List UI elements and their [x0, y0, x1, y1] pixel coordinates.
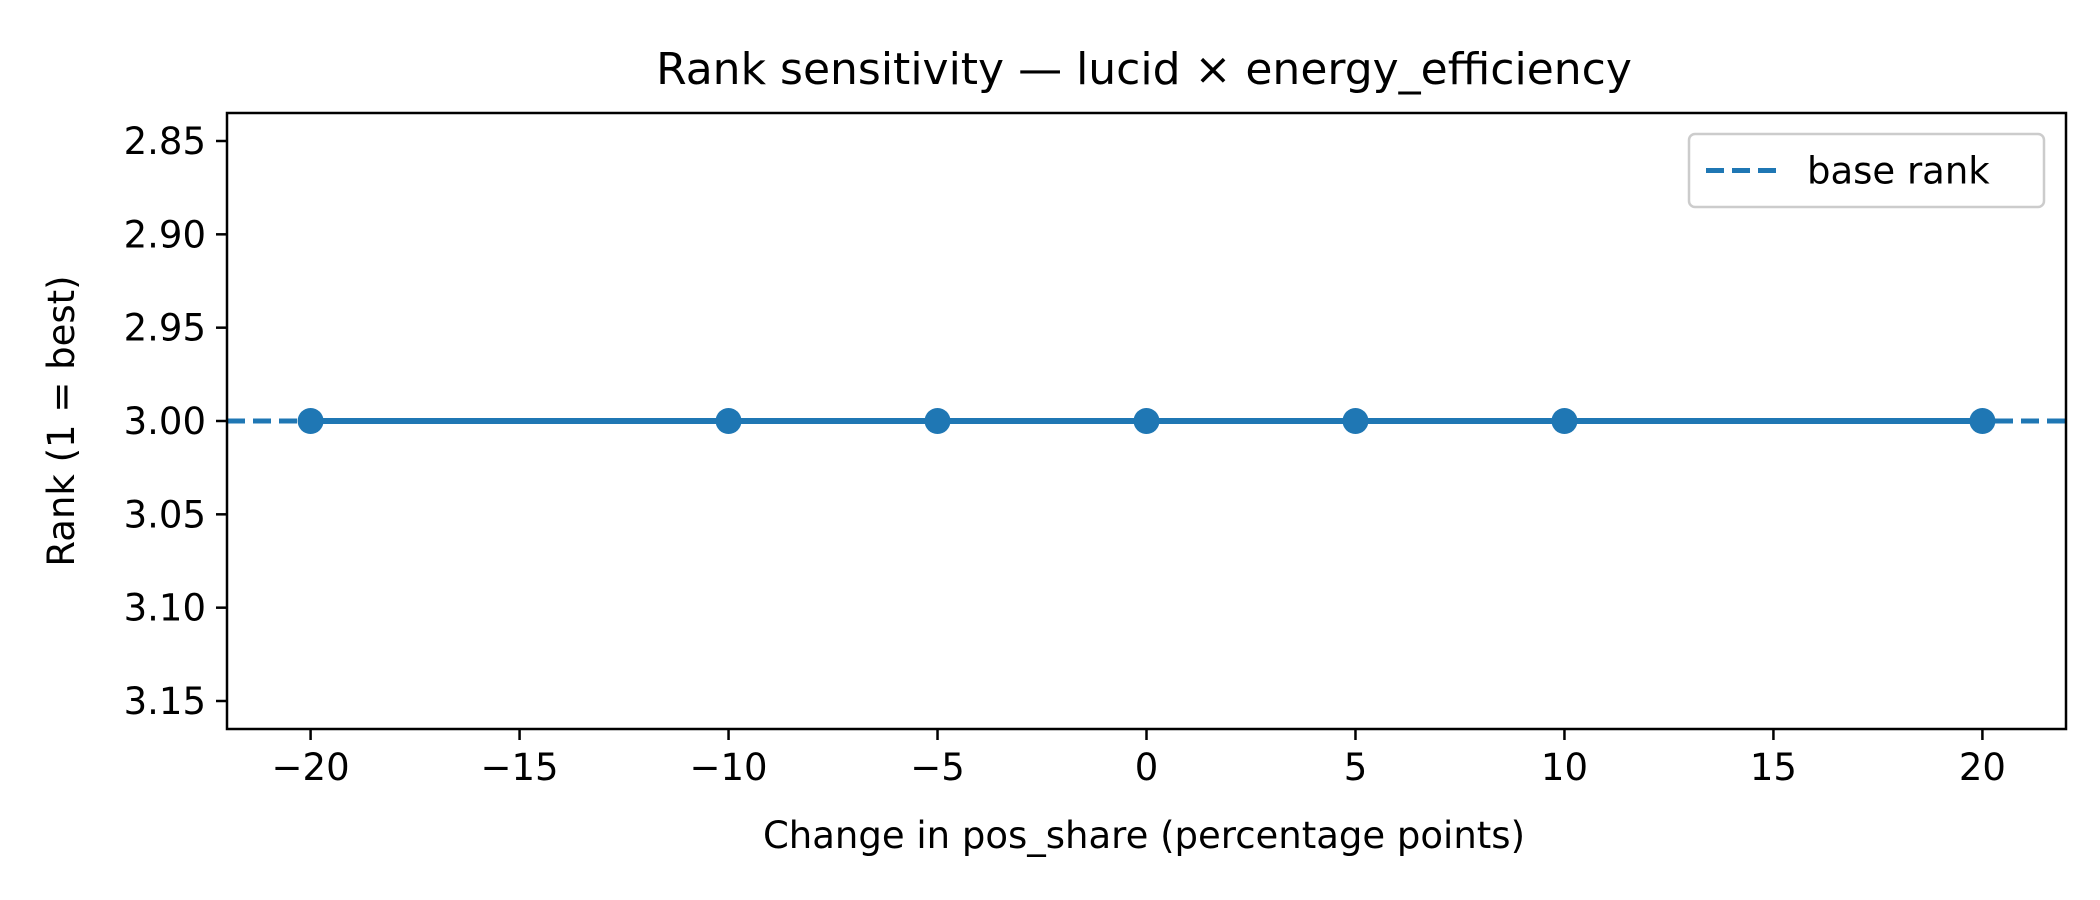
x-tick-label: −5: [910, 746, 965, 789]
y-tick-label: 2.95: [124, 307, 206, 350]
data-point: [1342, 408, 1369, 434]
legend-label: base rank: [1807, 150, 1990, 193]
x-tick-label: −20: [272, 746, 350, 789]
x-tick-label: 5: [1344, 746, 1368, 789]
y-axis-label: Rank (1 = best): [40, 275, 83, 566]
x-tick-label: 0: [1135, 746, 1159, 789]
data-point: [1551, 408, 1578, 434]
data-point: [715, 408, 742, 434]
data-point: [1133, 408, 1160, 434]
y-tick-label: 2.85: [124, 120, 206, 163]
x-axis-label: Change in pos_share (percentage points): [763, 814, 1525, 857]
y-tick-label: 3.10: [124, 587, 206, 630]
x-tick-label: −10: [689, 746, 767, 789]
x-tick-label: −15: [481, 746, 559, 789]
x-tick-label: 20: [1959, 746, 2006, 789]
x-tick-label: 10: [1541, 746, 1588, 789]
x-tick-label: 15: [1750, 746, 1797, 789]
data-point: [924, 408, 951, 434]
y-tick-label: 2.90: [124, 213, 206, 256]
y-tick-label: 3.00: [124, 400, 206, 443]
legend-box: [1687, 132, 2046, 209]
y-tick-label: 3.15: [124, 680, 206, 723]
data-point: [297, 408, 324, 434]
data-point: [1969, 408, 1996, 434]
y-tick-label: 3.05: [124, 493, 206, 536]
chart-title: Rank sensitivity — lucid × energy_effici…: [656, 44, 1632, 95]
